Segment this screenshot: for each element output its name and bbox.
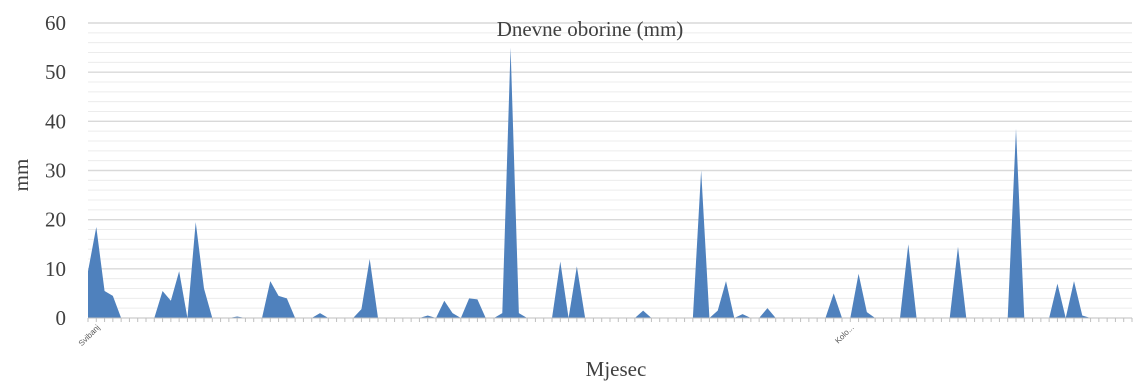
gridlines [88, 22, 1132, 309]
y-tick-label: 0 [56, 306, 67, 330]
y-tick-label: 50 [45, 60, 66, 84]
y-tick-label: 60 [45, 11, 66, 35]
chart-title: Dnevne oborine (mm) [497, 17, 684, 41]
x-axis-tick-labels: Svibanj Kolo... [77, 323, 856, 348]
x-tick-label: Kolo... [833, 323, 855, 345]
x-axis [87, 317, 1133, 322]
y-tick-label: 40 [45, 109, 66, 133]
y-tick-label: 20 [45, 208, 66, 232]
precipitation-area [88, 47, 1132, 318]
data-area [88, 47, 1132, 318]
y-tick-label: 30 [45, 159, 66, 183]
y-tick-label: 10 [45, 257, 66, 281]
x-axis-label: Mjesec [586, 357, 647, 381]
y-axis-ticks: 0 10 20 30 40 50 60 [45, 11, 66, 330]
y-axis-label: mm [9, 159, 33, 192]
x-tick-label: Svibanj [77, 323, 102, 348]
